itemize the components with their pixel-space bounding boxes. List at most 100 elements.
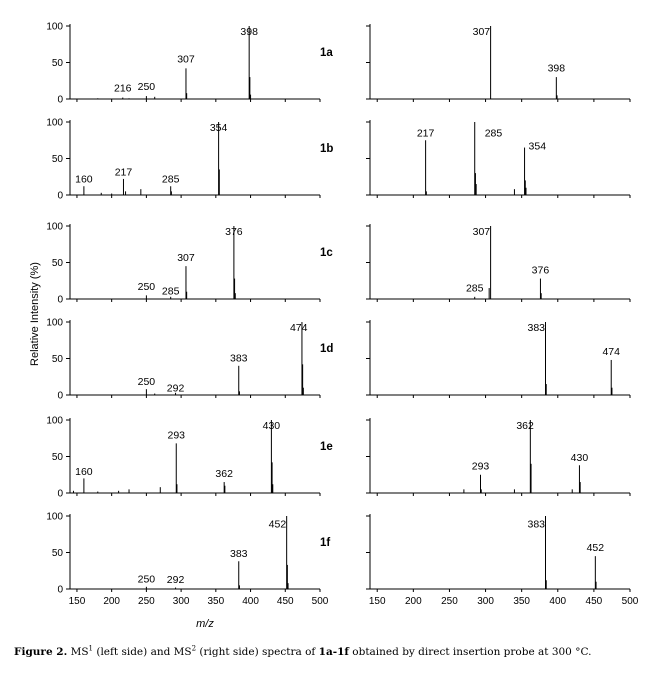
spectrum-panel-1c-ms2: 285 307 376: [366, 224, 631, 302]
x-tick-label: 200: [103, 596, 120, 607]
peak-label: 293: [167, 429, 185, 441]
x-tick-label: 200: [405, 596, 422, 607]
y-tick-label: 0: [57, 95, 63, 106]
x-tick-label: 350: [207, 596, 224, 607]
caption-ms1: MS: [70, 646, 89, 658]
peak-label: 362: [516, 420, 534, 432]
peak-label: 307: [473, 226, 491, 238]
x-tick-label: 150: [69, 596, 86, 607]
x-tick-label: 150: [369, 596, 386, 607]
peak-label: 383: [230, 548, 248, 560]
peak-label: 292: [167, 574, 185, 586]
spectrum-panel-1f-ms1: 0 50 100 150 200 250 300 350 400 450 500 250 292 383 4…: [46, 512, 330, 608]
compound-tag: 1a: [320, 47, 333, 59]
spectrum-panel-1a-ms1: 0 50 100 216 250 307 398 1a: [46, 22, 333, 106]
peak-label: 430: [571, 452, 589, 464]
x-tick-label: 300: [173, 596, 190, 607]
peak-label: 217: [115, 166, 133, 178]
peak-label: 250: [138, 573, 156, 585]
y-tick-label: 0: [57, 295, 63, 306]
x-tick-label: 400: [549, 596, 566, 607]
spectrum-panel-1e-ms2: 293 362 430: [366, 418, 631, 496]
peak-label: 383: [528, 322, 546, 334]
spectrum-panel-1a-ms2: 307 398: [366, 24, 631, 102]
peak-label: 354: [529, 141, 547, 153]
x-tick-label: 400: [242, 596, 259, 607]
peak-label: 285: [162, 174, 180, 186]
y-tick-label: 100: [46, 222, 63, 233]
peak-label: 307: [177, 252, 195, 264]
y-tick-label: 100: [46, 416, 63, 427]
compound-tag: 1e: [320, 441, 333, 453]
peak-label: 160: [75, 174, 93, 186]
peak-label: 354: [210, 122, 228, 134]
caption-sup1: 1: [88, 644, 94, 653]
caption-part3: obtained by direct insertion probe at 30…: [348, 646, 592, 658]
peak-label: 376: [532, 264, 550, 276]
peak-label: 160: [75, 466, 93, 478]
peak-label: 250: [138, 281, 156, 293]
spectrum-panel-1d-ms1: 0 50 100 250 292 383 474 1d: [46, 318, 333, 402]
y-tick-label: 0: [57, 489, 63, 500]
x-tick-label: 250: [441, 596, 458, 607]
y-tick-label: 50: [52, 354, 64, 365]
peak-label: 383: [230, 352, 248, 364]
x-tick-label: 250: [138, 596, 155, 607]
compound-tag: 1d: [320, 343, 333, 355]
spectrum-panel-1f-ms2: 150 200 250 300 350 400 450 500 383 452: [366, 514, 639, 607]
peak-label: 285: [485, 128, 503, 140]
compound-tag: 1b: [320, 143, 333, 155]
peak-label: 452: [587, 542, 605, 554]
peak-label: 452: [269, 519, 287, 531]
peak-label: 292: [167, 382, 185, 394]
y-tick-label: 50: [52, 548, 64, 559]
y-tick-label: 100: [46, 318, 63, 329]
ms-spectra-figure: 0 50 100 216 250 307 398 1a 307 398 0 50 100 160 217 28…: [29, 22, 639, 631]
y-tick-label: 0: [57, 191, 63, 202]
peak-label: 474: [290, 322, 308, 334]
y-tick-label: 100: [46, 118, 63, 129]
spectrum-panel-1d-ms2: 383 474: [366, 320, 631, 398]
peak-label: 250: [138, 81, 156, 93]
spectrum-panel-1b-ms1: 0 50 100 160 217 285 354 1b: [46, 118, 333, 202]
compound-tag: 1f: [320, 537, 330, 549]
spectrum-panel-1b-ms2: 217 285 354: [366, 120, 631, 198]
caption-part1: (left side) and MS: [93, 646, 192, 658]
compound-tag: 1c: [320, 247, 333, 259]
peak-label: 216: [114, 83, 132, 95]
peak-label: 474: [602, 346, 620, 358]
peak-label: 293: [472, 461, 490, 473]
spectrum-panel-1e-ms1: 0 50 100 160 293 362 430 1e: [46, 416, 332, 500]
y-tick-label: 50: [52, 154, 64, 165]
y-tick-label: 50: [52, 452, 64, 463]
spectrum-panel-1c-ms1: 0 50 100 250 285 307 376 1c: [46, 222, 333, 306]
caption-part2: (right side) spectra of: [196, 646, 319, 658]
peak-label: 376: [225, 226, 243, 238]
x-axis-label: m/z: [196, 618, 214, 630]
caption-label: Figure 2.: [14, 646, 68, 658]
y-axis-label: Relative Intensity (%): [29, 262, 41, 366]
x-tick-label: 500: [622, 596, 639, 607]
y-tick-label: 100: [46, 22, 63, 33]
x-tick-label: 450: [586, 596, 603, 607]
peak-label: 307: [177, 54, 195, 66]
y-tick-label: 100: [46, 512, 63, 523]
peak-label: 285: [466, 283, 484, 295]
y-tick-label: 0: [57, 585, 63, 596]
figure-caption: Figure 2. MS1 (left side) and MS2 (right…: [14, 645, 664, 659]
caption-sup2: 2: [191, 644, 197, 653]
peak-label: 398: [548, 62, 566, 74]
peak-label: 398: [240, 26, 258, 38]
peak-label: 430: [263, 420, 281, 432]
y-tick-label: 0: [57, 391, 63, 402]
peak-label: 362: [215, 468, 233, 480]
y-tick-label: 50: [52, 258, 64, 269]
x-tick-label: 300: [477, 596, 494, 607]
peak-label: 285: [162, 286, 180, 298]
y-tick-label: 50: [52, 58, 64, 69]
peak-label: 307: [473, 26, 491, 38]
peak-label: 250: [138, 376, 156, 388]
x-tick-label: 450: [277, 596, 294, 607]
peak-label: 383: [528, 519, 546, 531]
x-tick-label: 500: [312, 596, 329, 607]
